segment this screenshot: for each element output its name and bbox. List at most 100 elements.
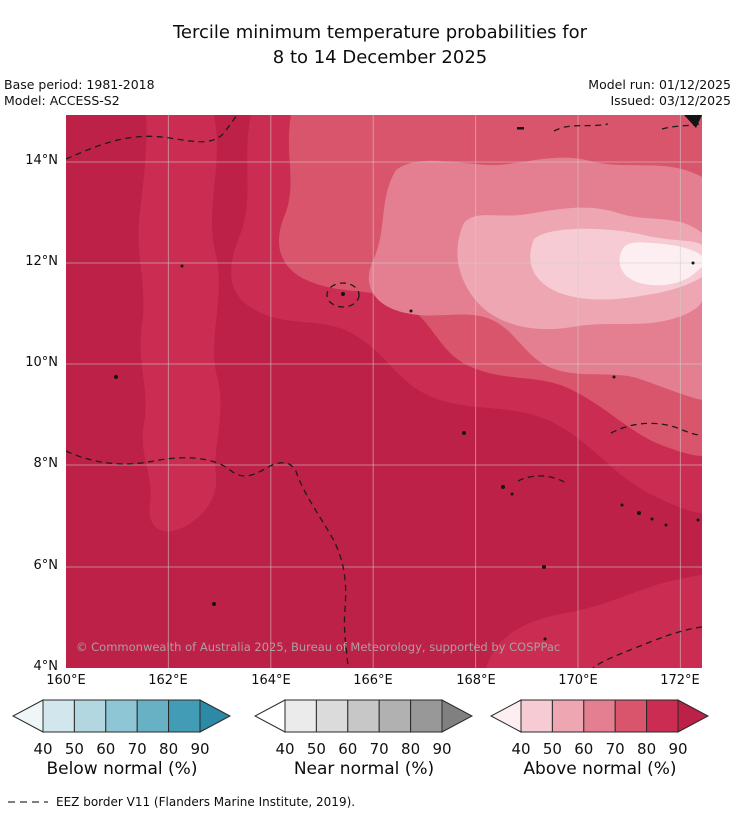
colorbar-cell <box>520 699 553 733</box>
footnote-text: EEZ border V11 (Flanders Marine Institut… <box>56 795 356 809</box>
island-dot <box>409 309 413 313</box>
colorbar-tick: 50 <box>65 740 84 758</box>
colorbar-cell <box>73 699 107 733</box>
colorbar-arrow-low <box>11 699 44 733</box>
meta-model-run: Model run: 01/12/2025 <box>588 77 731 92</box>
island-dot <box>517 127 524 130</box>
island-dot <box>612 375 616 379</box>
island-coastline <box>684 115 702 128</box>
graticule <box>66 115 702 668</box>
island-dot <box>637 511 641 515</box>
y-tick-12n: 12°N <box>25 254 58 269</box>
y-tick-10n: 10°N <box>25 355 58 370</box>
colorbar-above-normal: 40 50 60 70 80 90 <box>489 699 710 758</box>
island-dot <box>510 492 514 496</box>
eez-border-line <box>610 422 703 436</box>
colorbar-tick: 70 <box>606 740 625 758</box>
copyright-text: © Commonwealth of Australia 2025, Bureau… <box>76 640 561 654</box>
colorbar-tick: 70 <box>370 740 389 758</box>
island-dot <box>341 292 345 296</box>
x-tick-172e: 172°E <box>660 673 700 688</box>
colorbar-near-normal: 40 50 60 70 80 90 <box>253 699 474 758</box>
footnote: EEZ border V11 (Flanders Marine Institut… <box>6 795 355 809</box>
colorbar-tick: 80 <box>637 740 656 758</box>
island-dot <box>462 431 466 435</box>
colorbar-cell <box>136 699 170 733</box>
colorbar-tick: 90 <box>432 740 451 758</box>
colorbar-arrow-low <box>253 699 286 733</box>
colorbar-label-below: Below normal (%) <box>46 759 198 779</box>
x-tick-164e: 164°E <box>251 673 291 688</box>
eez-border-island-ring <box>326 282 360 308</box>
eez-border-line <box>65 450 349 669</box>
map-area <box>65 114 703 669</box>
y-tick-8n: 8°N <box>33 456 59 471</box>
eez-border-line <box>661 122 703 130</box>
colorbar-cell <box>168 699 201 733</box>
island-dot <box>542 565 546 569</box>
colorbar-cell <box>583 699 616 733</box>
colorbar-below-normal: 40 50 60 70 80 90 <box>11 699 232 758</box>
contour-above-80-90-southeast <box>486 575 702 668</box>
colorbar-cell <box>551 699 585 733</box>
colorbar-arrow-high <box>199 699 232 733</box>
x-tick-168e: 168°E <box>456 673 496 688</box>
eez-borders <box>65 114 703 669</box>
colorbar-cell <box>378 699 412 733</box>
y-tick-6n: 6°N <box>33 558 59 573</box>
colorbar-arrow-low <box>489 699 522 733</box>
colorbar-tick: 60 <box>574 740 593 758</box>
colorbar-arrow-high <box>441 699 474 733</box>
island-dot <box>114 375 118 379</box>
x-tick-170e: 170°E <box>558 673 598 688</box>
colorbar-tick: 40 <box>33 740 52 758</box>
meta-base-period: Base period: 1981-2018 <box>4 77 155 92</box>
contour-above-80-90-west-strip <box>138 115 221 532</box>
title-line-1: Tercile minimum temperature probabilitie… <box>172 22 588 43</box>
island-dot <box>212 602 216 606</box>
island-dot <box>664 523 668 527</box>
islands <box>114 115 702 641</box>
colorbar-tick: 70 <box>128 740 147 758</box>
colorbar-cell <box>347 699 380 733</box>
meta-model: Model: ACCESS-S2 <box>4 93 120 108</box>
eez-border-line <box>553 123 609 132</box>
colorbar-cell <box>284 699 317 733</box>
colorbar-tick: 40 <box>275 740 294 758</box>
colorbar-label-near: Near normal (%) <box>293 759 435 779</box>
island-dot <box>650 517 654 521</box>
colorbar-cell <box>410 699 443 733</box>
colorbar-cell <box>42 699 75 733</box>
x-tick-166e: 166°E <box>353 673 393 688</box>
eez-border-line <box>517 475 567 484</box>
colorbar-tick: 90 <box>190 740 209 758</box>
colorbar-tick: 50 <box>307 740 326 758</box>
island-dot <box>696 518 700 522</box>
island-dot <box>620 503 624 507</box>
map-canvas <box>65 114 703 669</box>
island-dot <box>501 485 505 489</box>
y-tick-4n: 4°N <box>33 659 59 674</box>
island-dot <box>691 261 695 265</box>
colorbar-cell <box>315 699 349 733</box>
colorbar-tick: 60 <box>338 740 357 758</box>
x-tick-160e: 160°E <box>46 673 86 688</box>
island-dot <box>180 264 184 268</box>
colorbar-arrow-high <box>677 699 710 733</box>
colorbar-label-above: Above normal (%) <box>523 759 677 779</box>
island-dot <box>543 637 547 641</box>
colorbar-tick: 80 <box>401 740 420 758</box>
contour-above-below-40 <box>619 242 702 286</box>
y-tick-14n: 14°N <box>25 153 58 168</box>
page-title: Tercile minimum temperature probabilitie… <box>50 20 710 70</box>
colorbar-tick: 60 <box>96 740 115 758</box>
colorbar-cell <box>614 699 648 733</box>
meta-issued: Issued: 03/12/2025 <box>610 93 732 108</box>
colorbar-tick: 50 <box>543 740 562 758</box>
title-line-2: 8 to 14 December 2025 <box>272 47 488 68</box>
colorbar-tick: 40 <box>511 740 530 758</box>
eez-dash-symbol <box>8 801 48 803</box>
colorbar-cell <box>646 699 679 733</box>
x-tick-162e: 162°E <box>148 673 188 688</box>
